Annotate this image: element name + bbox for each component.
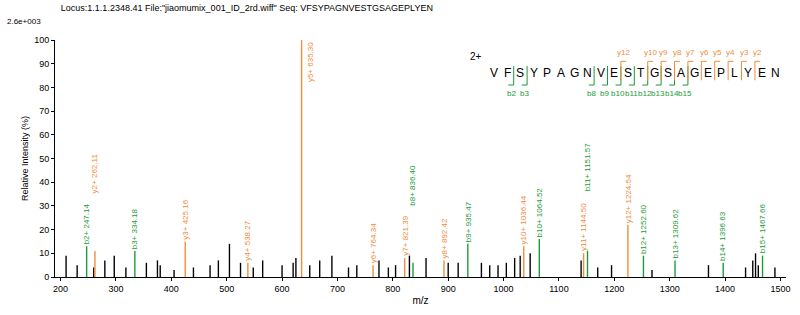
svg-text:N: N <box>583 66 592 80</box>
svg-text:y2: y2 <box>753 48 762 57</box>
svg-text:b9+ 935.47: b9+ 935.47 <box>464 201 473 242</box>
svg-text:y12+ 1224.54: y12+ 1224.54 <box>624 174 633 223</box>
svg-text:b8+ 836.40: b8+ 836.40 <box>408 165 417 206</box>
svg-text:b11+ 1151.57: b11+ 1151.57 <box>583 143 592 192</box>
svg-text:1200: 1200 <box>604 284 624 294</box>
svg-text:40: 40 <box>39 177 49 187</box>
svg-text:y4: y4 <box>726 48 735 57</box>
svg-text:800: 800 <box>385 284 400 294</box>
svg-text:L: L <box>731 66 738 80</box>
svg-text:E: E <box>758 66 766 80</box>
svg-text:100: 100 <box>34 35 49 45</box>
svg-text:10: 10 <box>39 248 49 258</box>
svg-text:60: 60 <box>39 130 49 140</box>
svg-text:m/z: m/z <box>412 295 428 306</box>
svg-text:E: E <box>704 66 712 80</box>
svg-text:700: 700 <box>330 284 345 294</box>
svg-text:b3+ 334.18: b3+ 334.18 <box>130 208 139 249</box>
svg-text:S: S <box>664 66 672 80</box>
svg-text:Relative Intensity (%): Relative Intensity (%) <box>20 116 30 201</box>
svg-text:b14+ 1396.63: b14+ 1396.63 <box>718 211 727 261</box>
svg-text:b3: b3 <box>520 89 529 98</box>
svg-text:900: 900 <box>441 284 456 294</box>
svg-text:F: F <box>504 66 511 80</box>
svg-text:b8: b8 <box>587 89 596 98</box>
svg-text:b10+ 1064.52: b10+ 1064.52 <box>535 188 544 238</box>
svg-text:A: A <box>677 66 685 80</box>
svg-text:E: E <box>610 66 618 80</box>
svg-text:y2+ 262.11: y2+ 262.11 <box>90 154 99 194</box>
svg-text:400: 400 <box>164 284 179 294</box>
svg-text:y12: y12 <box>617 48 630 57</box>
svg-text:V: V <box>490 66 498 80</box>
svg-text:b11: b11 <box>625 89 638 98</box>
svg-text:b2+ 247.14: b2+ 247.14 <box>82 204 91 245</box>
svg-text:y8: y8 <box>673 48 682 57</box>
svg-text:y3: y3 <box>740 48 749 57</box>
svg-text:b9: b9 <box>600 89 609 98</box>
svg-text:V: V <box>597 66 605 80</box>
svg-text:80: 80 <box>39 83 49 93</box>
svg-text:y11+ 1144.50: y11+ 1144.50 <box>579 203 588 251</box>
svg-text:1400: 1400 <box>715 284 735 294</box>
svg-text:20: 20 <box>39 225 49 235</box>
svg-text:90: 90 <box>39 59 49 69</box>
svg-text:S: S <box>624 66 632 80</box>
svg-text:1300: 1300 <box>660 284 680 294</box>
svg-text:Y: Y <box>530 66 538 80</box>
svg-text:b15: b15 <box>678 89 692 98</box>
svg-text:1000: 1000 <box>494 284 514 294</box>
svg-text:b13+ 1309.62: b13+ 1309.62 <box>671 209 680 259</box>
svg-text:y7: y7 <box>686 48 695 57</box>
svg-text:b10: b10 <box>611 89 625 98</box>
svg-text:2.6e+003: 2.6e+003 <box>7 17 41 26</box>
svg-text:b2: b2 <box>507 89 516 98</box>
svg-text:T: T <box>637 66 645 80</box>
svg-text:S: S <box>516 66 524 80</box>
svg-text:y10+ 1036.44: y10+ 1036.44 <box>519 195 528 244</box>
svg-text:y5: y5 <box>713 48 722 57</box>
svg-text:30: 30 <box>39 201 49 211</box>
svg-text:y9: y9 <box>659 48 668 57</box>
svg-text:y7+ 821.39: y7+ 821.39 <box>401 215 410 255</box>
svg-text:P: P <box>717 66 725 80</box>
svg-text:A: A <box>557 66 565 80</box>
svg-text:y6+ 764.34: y6+ 764.34 <box>369 223 378 263</box>
svg-text:y10: y10 <box>644 48 657 57</box>
svg-text:1100: 1100 <box>549 284 568 294</box>
svg-text:600: 600 <box>275 284 290 294</box>
svg-text:200: 200 <box>53 284 68 294</box>
svg-text:y5+ 635.30: y5+ 635.30 <box>306 42 315 82</box>
svg-text:500: 500 <box>219 284 234 294</box>
svg-text:Locus:1.1.1.2348.41 File:"jiao: Locus:1.1.1.2348.41 File:"jiaomumix_001_… <box>61 3 433 13</box>
svg-text:70: 70 <box>39 106 49 116</box>
svg-text:y3+ 425.16: y3+ 425.16 <box>181 199 190 239</box>
svg-text:G: G <box>690 66 699 80</box>
svg-text:300: 300 <box>108 284 123 294</box>
svg-text:Y: Y <box>744 66 752 80</box>
svg-text:N: N <box>771 66 780 80</box>
svg-text:G: G <box>650 66 659 80</box>
svg-text:b13: b13 <box>651 89 665 98</box>
svg-text:0: 0 <box>44 272 49 282</box>
svg-text:b12+ 1252.60: b12+ 1252.60 <box>639 204 648 254</box>
svg-text:2+: 2+ <box>470 51 482 62</box>
svg-text:y6: y6 <box>700 48 709 57</box>
svg-text:b12: b12 <box>638 89 652 98</box>
svg-text:P: P <box>543 66 551 80</box>
svg-text:b14: b14 <box>665 89 679 98</box>
svg-text:b15+ 1467.66: b15+ 1467.66 <box>758 204 767 254</box>
svg-text:y8+ 892.42: y8+ 892.42 <box>440 218 449 258</box>
svg-text:y4+ 538.27: y4+ 538.27 <box>243 220 252 260</box>
svg-text:G: G <box>570 66 579 80</box>
svg-text:50: 50 <box>39 154 49 164</box>
svg-text:1500: 1500 <box>770 284 790 294</box>
